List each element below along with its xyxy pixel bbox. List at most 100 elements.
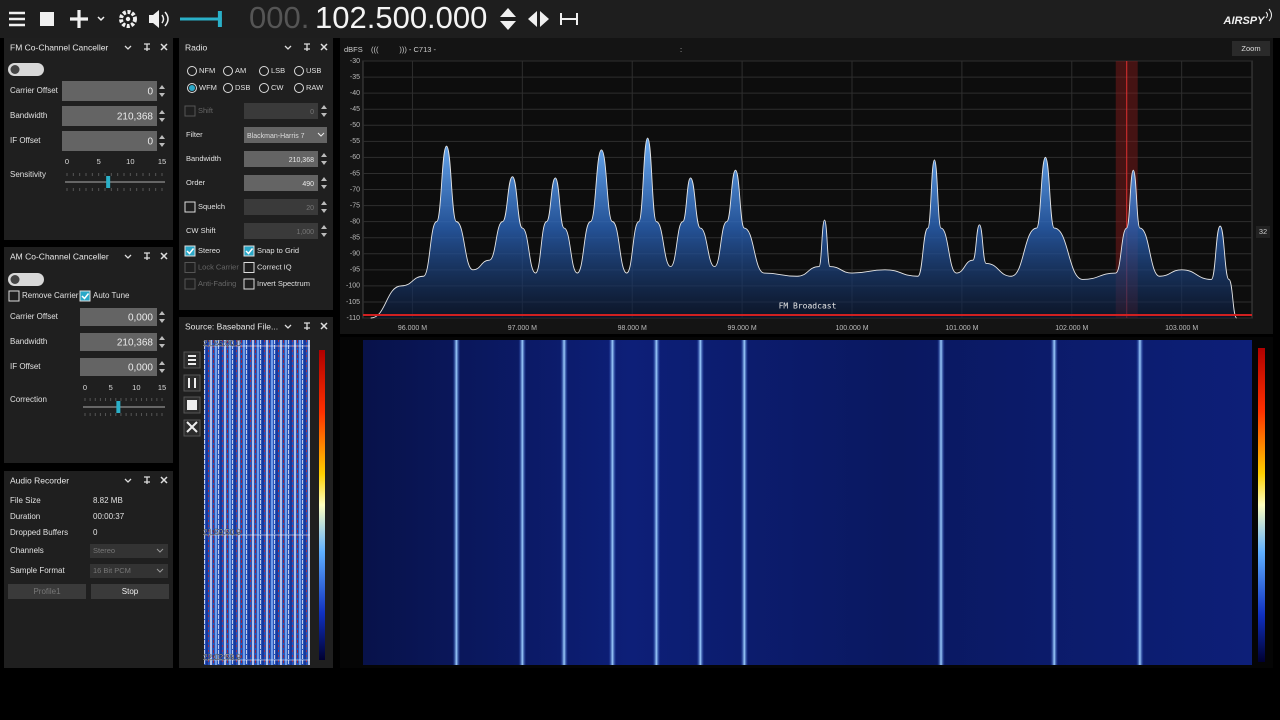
y-tick-label: -50: [350, 122, 360, 129]
select-value: 16 Bit PCM: [93, 566, 131, 575]
radio-button[interactable]: [259, 66, 269, 76]
spin-buttons[interactable]: [321, 177, 327, 189]
radio-button[interactable]: [223, 66, 233, 76]
input-field: [244, 103, 318, 119]
field-label: Bandwidth: [186, 154, 221, 163]
menu-button[interactable]: [9, 11, 25, 27]
radio-button[interactable]: [294, 66, 304, 76]
input-field[interactable]: [80, 358, 157, 376]
timestamp: 22:02:59.9: [203, 653, 241, 662]
field-label: Squelch: [198, 202, 225, 211]
spin-buttons[interactable]: [159, 85, 165, 97]
option-label: Snap to Grid: [257, 246, 299, 255]
button-label: Stop: [122, 587, 139, 596]
panel-close[interactable]: [160, 252, 168, 260]
select-value: Blackman-Harris 7: [247, 133, 305, 140]
panel-pin[interactable]: [144, 252, 150, 260]
spin-buttons[interactable]: [321, 153, 327, 165]
source-tool-button[interactable]: [183, 374, 201, 392]
panel-close[interactable]: [160, 476, 168, 484]
checkbox[interactable]: [184, 201, 196, 213]
select-box[interactable]: [244, 127, 327, 143]
panel-close[interactable]: [320, 43, 328, 51]
slider-scale-label: 10: [126, 157, 134, 166]
panel-collapse[interactable]: [284, 45, 292, 50]
radio-button[interactable]: [294, 83, 304, 93]
toggle-knob: [10, 275, 20, 284]
slider-scale-label: 10: [132, 383, 140, 392]
info-value: 0: [93, 528, 98, 537]
spin-buttons[interactable]: [159, 311, 165, 323]
spin-buttons[interactable]: [321, 105, 327, 117]
y-tick-label: -80: [350, 218, 360, 225]
select-chevron: [317, 132, 325, 137]
bandwidth-button[interactable]: [560, 13, 578, 25]
checkbox[interactable]: [243, 245, 255, 257]
settings-button[interactable]: [119, 10, 137, 28]
input-field[interactable]: [244, 151, 318, 167]
panel-title: FM Co-Channel Canceller: [10, 42, 108, 52]
spin-buttons[interactable]: [321, 225, 327, 237]
checkbox[interactable]: [243, 262, 255, 273]
field-label: Carrier Offset: [10, 86, 59, 95]
panel-pin[interactable]: [304, 322, 310, 330]
volume-icon[interactable]: [149, 10, 159, 28]
checkbox: [184, 105, 196, 117]
slider-scale-label: 0: [83, 383, 87, 392]
panel-close[interactable]: [320, 322, 328, 330]
panel-collapse[interactable]: [284, 324, 292, 329]
zoom-button[interactable]: [1232, 41, 1270, 56]
stop-button[interactable]: [40, 12, 54, 26]
checkbox[interactable]: [184, 245, 196, 257]
spin-buttons[interactable]: [159, 135, 165, 147]
button[interactable]: [91, 584, 169, 599]
panel-pin[interactable]: [144, 43, 150, 51]
frequency-prefix: 000.: [249, 0, 309, 35]
volume-thumb[interactable]: [217, 11, 222, 27]
input-field[interactable]: [62, 131, 157, 151]
radio-button[interactable]: [187, 66, 197, 76]
radio-button[interactable]: [223, 83, 233, 93]
slider-thumb[interactable]: [106, 176, 111, 188]
tuning-up-down[interactable]: [500, 8, 516, 30]
spin-buttons[interactable]: [159, 110, 165, 122]
x-tick-label: 96.000 M: [398, 325, 427, 332]
panel-collapse[interactable]: [124, 254, 132, 259]
checkbox-label: Remove Carrier: [22, 291, 79, 300]
waterfall-stripe: [740, 340, 749, 665]
waterfall-stripe: [696, 340, 705, 665]
panel-collapse[interactable]: [124, 45, 132, 50]
radio-button[interactable]: [259, 83, 269, 93]
spin-buttons[interactable]: [159, 361, 165, 373]
panel-close[interactable]: [160, 43, 168, 51]
input-field[interactable]: [244, 175, 318, 191]
spin-buttons[interactable]: [159, 336, 165, 348]
select-chevron: [156, 568, 164, 573]
input-field[interactable]: [62, 81, 157, 101]
zoom-label: Zoom: [1241, 44, 1260, 53]
spin-buttons[interactable]: [321, 201, 327, 213]
input-field[interactable]: [80, 333, 157, 351]
checkbox[interactable]: [8, 290, 20, 302]
slider-thumb[interactable]: [116, 401, 121, 413]
input-field[interactable]: [80, 308, 157, 326]
select-box[interactable]: [90, 564, 168, 578]
tuning-left-right[interactable]: [528, 11, 549, 27]
select-box[interactable]: [90, 544, 168, 558]
panel-pin[interactable]: [304, 43, 310, 51]
waterfall-stripe: [1135, 340, 1144, 665]
input-field: [244, 199, 318, 215]
info-value: 8.82 MB: [93, 496, 123, 505]
field-label: CW Shift: [186, 226, 217, 235]
add-dropdown[interactable]: [97, 16, 105, 22]
checkbox[interactable]: [79, 290, 91, 302]
add-button[interactable]: [70, 10, 88, 28]
panel-collapse[interactable]: [124, 478, 132, 483]
input-field[interactable]: [62, 106, 157, 126]
panel-pin[interactable]: [144, 476, 150, 484]
baseband-colorbar: [319, 350, 325, 660]
waterfall-stripe: [560, 340, 569, 665]
radio-button[interactable]: [187, 83, 197, 93]
checkbox[interactable]: [243, 278, 255, 290]
